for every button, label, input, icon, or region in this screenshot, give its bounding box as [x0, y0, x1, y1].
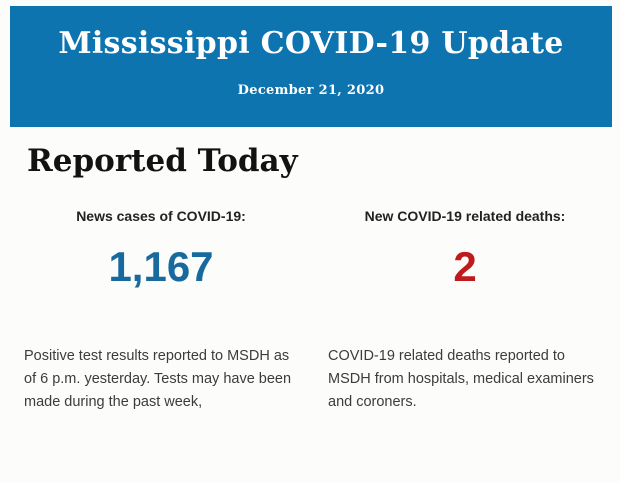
new-cases-description: Positive test results reported to MSDH a…	[24, 348, 292, 410]
new-cases-value: 1,167	[108, 243, 214, 290]
new-deaths-value: 2	[453, 243, 477, 290]
report-section: Reported Today News cases of COVID-19: 1…	[0, 127, 620, 414]
header-banner: Mississippi COVID-19 Update December 21,…	[10, 6, 612, 127]
newsletter-title: Mississippi COVID-19 Update	[58, 26, 564, 61]
new-cases-label: News cases of COVID-19:	[76, 208, 246, 224]
newsletter-date: December 21, 2020	[237, 83, 385, 98]
stat-new-deaths: New COVID-19 related deaths: 2 COVID-19 …	[310, 207, 620, 414]
section-heading: Reported Today	[27, 143, 298, 179]
stat-new-cases: News cases of COVID-19: 1,167 Positive t…	[0, 207, 310, 414]
new-deaths-description: COVID-19 related deaths reported to MSDH…	[328, 348, 594, 410]
stats-row: News cases of COVID-19: 1,167 Positive t…	[0, 207, 620, 414]
new-deaths-label: New COVID-19 related deaths:	[364, 208, 566, 224]
